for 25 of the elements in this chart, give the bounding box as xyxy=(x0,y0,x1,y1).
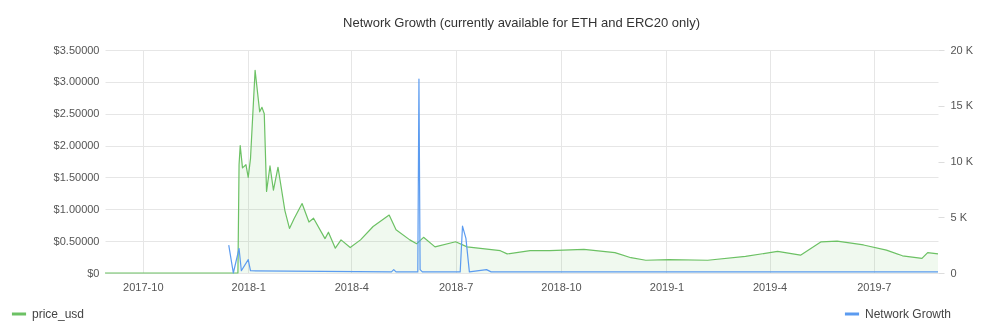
x-tick-label: 2019-1 xyxy=(649,280,685,293)
x-tick-label: 2019-4 xyxy=(752,280,788,293)
chart-title: Network Growth (currently available for ETH and ERC20 only) xyxy=(343,15,700,30)
y-tick-label: $3.00000 xyxy=(53,75,100,88)
legend-label: price_usd xyxy=(32,307,85,321)
y-tick-label: $3.50000 xyxy=(53,43,100,56)
y-tick-label: $2.00000 xyxy=(53,139,100,152)
x-tick-label: 2018-10 xyxy=(541,280,582,293)
y2-tick-label: 5 K xyxy=(950,210,968,223)
y2-tick-label: 15 K xyxy=(950,99,974,112)
legend-label: Network Growth xyxy=(865,307,952,321)
line-series xyxy=(228,78,939,274)
x-tick-label: 2018-4 xyxy=(334,280,369,293)
y2-tick-label: 20 K xyxy=(950,43,974,56)
x-tick-label: 2019-7 xyxy=(857,280,892,293)
y2-tick-label: 10 K xyxy=(950,155,974,167)
y-tick-label: $2.50000 xyxy=(53,107,100,120)
x-tick-label: 2018-7 xyxy=(438,280,474,293)
y2-tick-label: 0 xyxy=(950,266,957,279)
y-tick-label: $0 xyxy=(87,266,100,279)
y-tick-label: $0.50000 xyxy=(53,234,100,247)
x-tick-label: 2018-1 xyxy=(231,280,266,293)
y-tick-label: $1.50000 xyxy=(53,170,100,183)
x-tick-label: 2017-10 xyxy=(123,280,164,293)
y-tick-label: $1.00000 xyxy=(53,202,100,215)
